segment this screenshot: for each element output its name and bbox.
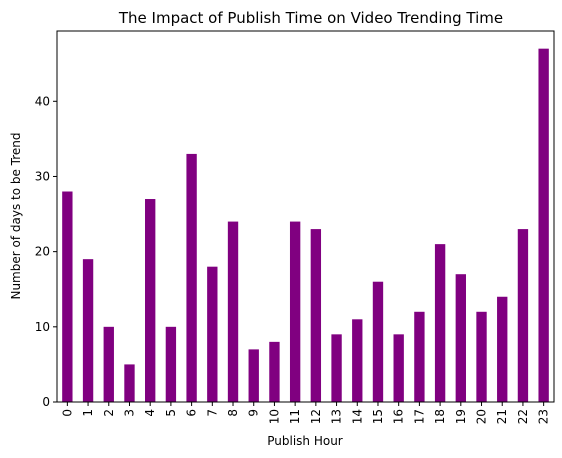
bar-hour-22 [517, 229, 529, 402]
x-tick-label: 17 [412, 409, 426, 424]
bar-hour-21 [497, 296, 508, 402]
x-tick-label: 1 [81, 409, 95, 417]
bar-hour-0 [62, 191, 73, 402]
bar-hour-4 [145, 199, 156, 402]
x-tick-label: 22 [516, 409, 530, 424]
x-tick-label: 8 [226, 409, 240, 417]
y-tick-label: 20 [35, 245, 50, 259]
x-tick-label: 13 [330, 409, 344, 424]
y-tick-label: 40 [35, 94, 50, 108]
x-axis: 0 1 2 3 4 5 6 7 8 9 10 11 12 13 14 15 16 17 18 19 20 21 22 23 [60, 402, 551, 424]
chart-title: The Impact of Publish Time on Video Tren… [118, 9, 503, 27]
bar-hour-15 [372, 281, 384, 402]
bar-hour-7 [207, 266, 218, 402]
x-tick-label: 3 [122, 409, 136, 417]
x-tick-label: 23 [537, 409, 551, 424]
bar-hour-23 [538, 48, 549, 403]
bar-hour-14 [352, 319, 363, 402]
x-tick-label: 18 [433, 409, 447, 424]
bar-hour-12 [310, 229, 322, 402]
bar-hour-13 [331, 334, 342, 402]
bar-hour-5 [165, 326, 177, 402]
x-tick-label: 7 [205, 409, 219, 417]
x-tick-label: 6 [185, 409, 199, 417]
x-tick-label: 14 [350, 409, 364, 424]
bar-hour-16 [393, 334, 404, 402]
plot-frame [56, 30, 555, 403]
x-tick-label: 16 [392, 409, 406, 424]
x-tick-label: 15 [371, 409, 385, 424]
x-tick-label: 20 [475, 409, 489, 424]
bar-hour-10 [269, 341, 280, 402]
x-tick-label: 19 [454, 409, 468, 424]
bar-hour-6 [186, 153, 197, 402]
bar-hour-2 [103, 326, 114, 402]
y-axis: 0 10 20 30 40 [35, 94, 57, 409]
bar-hour-3 [124, 364, 135, 402]
x-tick-label: 2 [102, 409, 116, 417]
y-axis-label: Number of days to be Trend [9, 132, 23, 299]
bar-hour-20 [476, 311, 487, 402]
bars-group [62, 48, 549, 403]
y-tick-label: 0 [42, 395, 50, 409]
x-tick-label: 21 [495, 409, 509, 424]
bar-hour-19 [455, 274, 466, 402]
x-tick-label: 0 [60, 409, 74, 417]
bar-hour-1 [82, 259, 94, 402]
x-tick-label: 12 [309, 409, 323, 424]
bar-hour-9 [248, 349, 259, 402]
y-tick-label: 30 [35, 169, 50, 183]
bar-hour-11 [289, 221, 301, 402]
bar-hour-8 [227, 221, 239, 402]
x-tick-label: 10 [267, 409, 281, 424]
x-tick-label: 9 [247, 409, 261, 417]
y-tick-label: 10 [35, 320, 50, 334]
x-tick-label: 11 [288, 409, 302, 424]
x-axis-label: Publish Hour [267, 434, 343, 448]
x-tick-label: 5 [164, 409, 178, 417]
x-tick-label: 4 [143, 409, 157, 417]
bar-hour-18 [434, 244, 446, 402]
bar-hour-17 [414, 311, 425, 402]
